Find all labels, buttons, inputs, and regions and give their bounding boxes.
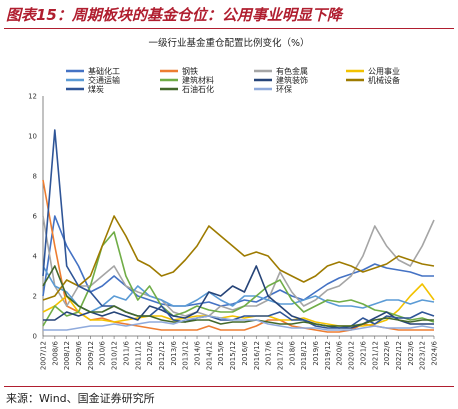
x-tick-label: 2017/6 <box>265 340 273 365</box>
x-tick-label: 2020/6 <box>336 340 344 365</box>
y-tick-label: 8 <box>33 173 37 181</box>
series-line <box>42 283 435 327</box>
x-tick-label: 2012/6 <box>146 340 154 365</box>
x-tick-label: 2017/12 <box>276 341 284 370</box>
x-tick-label: 2012/12 <box>158 341 166 370</box>
x-tick-label: 2023/12 <box>419 341 427 370</box>
x-tick-label: 2009/6 <box>75 340 83 365</box>
source-divider <box>4 386 454 387</box>
series-line <box>43 315 435 331</box>
legend-label: 石油石化 <box>182 84 214 94</box>
y-tick-label: 4 <box>33 253 38 261</box>
legend-label: 交通运输 <box>88 75 120 85</box>
x-tick-label: 2016/6 <box>241 340 249 365</box>
x-tick-label: 2009/12 <box>87 341 95 370</box>
x-tick-label: 2021/12 <box>371 341 379 370</box>
figure-title: 图表15：周期板块的基金仓位：公用事业明显下降 <box>6 6 342 24</box>
x-tick-label: 2019/6 <box>312 340 320 365</box>
x-tick-label: 2011/12 <box>134 341 142 370</box>
x-tick-label: 2011/6 <box>122 340 130 365</box>
y-tick-label: 0 <box>33 333 37 341</box>
x-tick-label: 2024/6 <box>431 340 439 365</box>
x-tick-label: 2016/12 <box>253 341 261 370</box>
y-tick-label: 10 <box>28 133 37 141</box>
x-tick-label: 2019/12 <box>324 341 332 370</box>
series-line <box>42 215 435 301</box>
x-tick-label: 2018/6 <box>288 340 296 365</box>
y-tick-label: 2 <box>33 293 37 301</box>
chart-series <box>42 129 435 333</box>
y-tick-label: 6 <box>33 213 38 221</box>
x-tick-label: 2023/6 <box>407 340 415 365</box>
source-note: 来源：Wind、国金证券研究所 <box>6 392 155 405</box>
legend-label: 基础化工 <box>88 66 120 76</box>
x-tick-label: 2022/6 <box>383 340 391 365</box>
x-tick-label: 2020/12 <box>348 341 356 370</box>
chart-title: 一级行业基金重仓配置比例变化（%） <box>148 37 309 49</box>
x-tick-label: 2010/12 <box>111 341 119 370</box>
x-tick-label: 2015/12 <box>229 341 237 370</box>
legend-label: 建筑装饰 <box>276 75 308 85</box>
x-tick-label: 2018/12 <box>300 341 308 370</box>
x-tick-label: 2008/6 <box>51 340 59 365</box>
series-line <box>42 265 434 327</box>
x-tick-label: 2013/6 <box>170 340 178 365</box>
x-tick-label: 2014/12 <box>205 341 213 370</box>
x-tick-label: 2014/6 <box>194 340 202 365</box>
y-tick-label: 12 <box>28 93 37 101</box>
series-line <box>42 265 435 313</box>
x-tick-label: 2007/12 <box>40 341 48 370</box>
series-line <box>42 215 434 307</box>
legend-label: 建筑材料 <box>182 75 214 85</box>
chart-axes: 0 2 4 6 8 10 12 2007/12 2008/6 2008/12 2009/6 2009/… <box>28 93 438 371</box>
legend-label: 有色金属 <box>276 66 308 76</box>
legend-label: 钢铁 <box>182 66 198 76</box>
x-tick-label: 2010/6 <box>99 340 107 365</box>
legend-label: 环保 <box>276 84 292 94</box>
legend-label: 公用事业 <box>368 66 400 76</box>
series-line <box>42 215 435 317</box>
x-tick-label: 2021/6 <box>359 340 367 365</box>
series-line <box>42 129 435 329</box>
x-tick-label: 2013/12 <box>182 341 190 370</box>
legend-label: 机械设备 <box>368 75 400 85</box>
x-tick-label: 2008/12 <box>63 341 71 370</box>
legend-label: 煤炭 <box>88 84 104 94</box>
series-line <box>42 231 435 327</box>
x-tick-label: 2022/12 <box>395 341 403 370</box>
title-divider <box>4 28 454 29</box>
x-tick-label: 2015/6 <box>217 340 225 365</box>
